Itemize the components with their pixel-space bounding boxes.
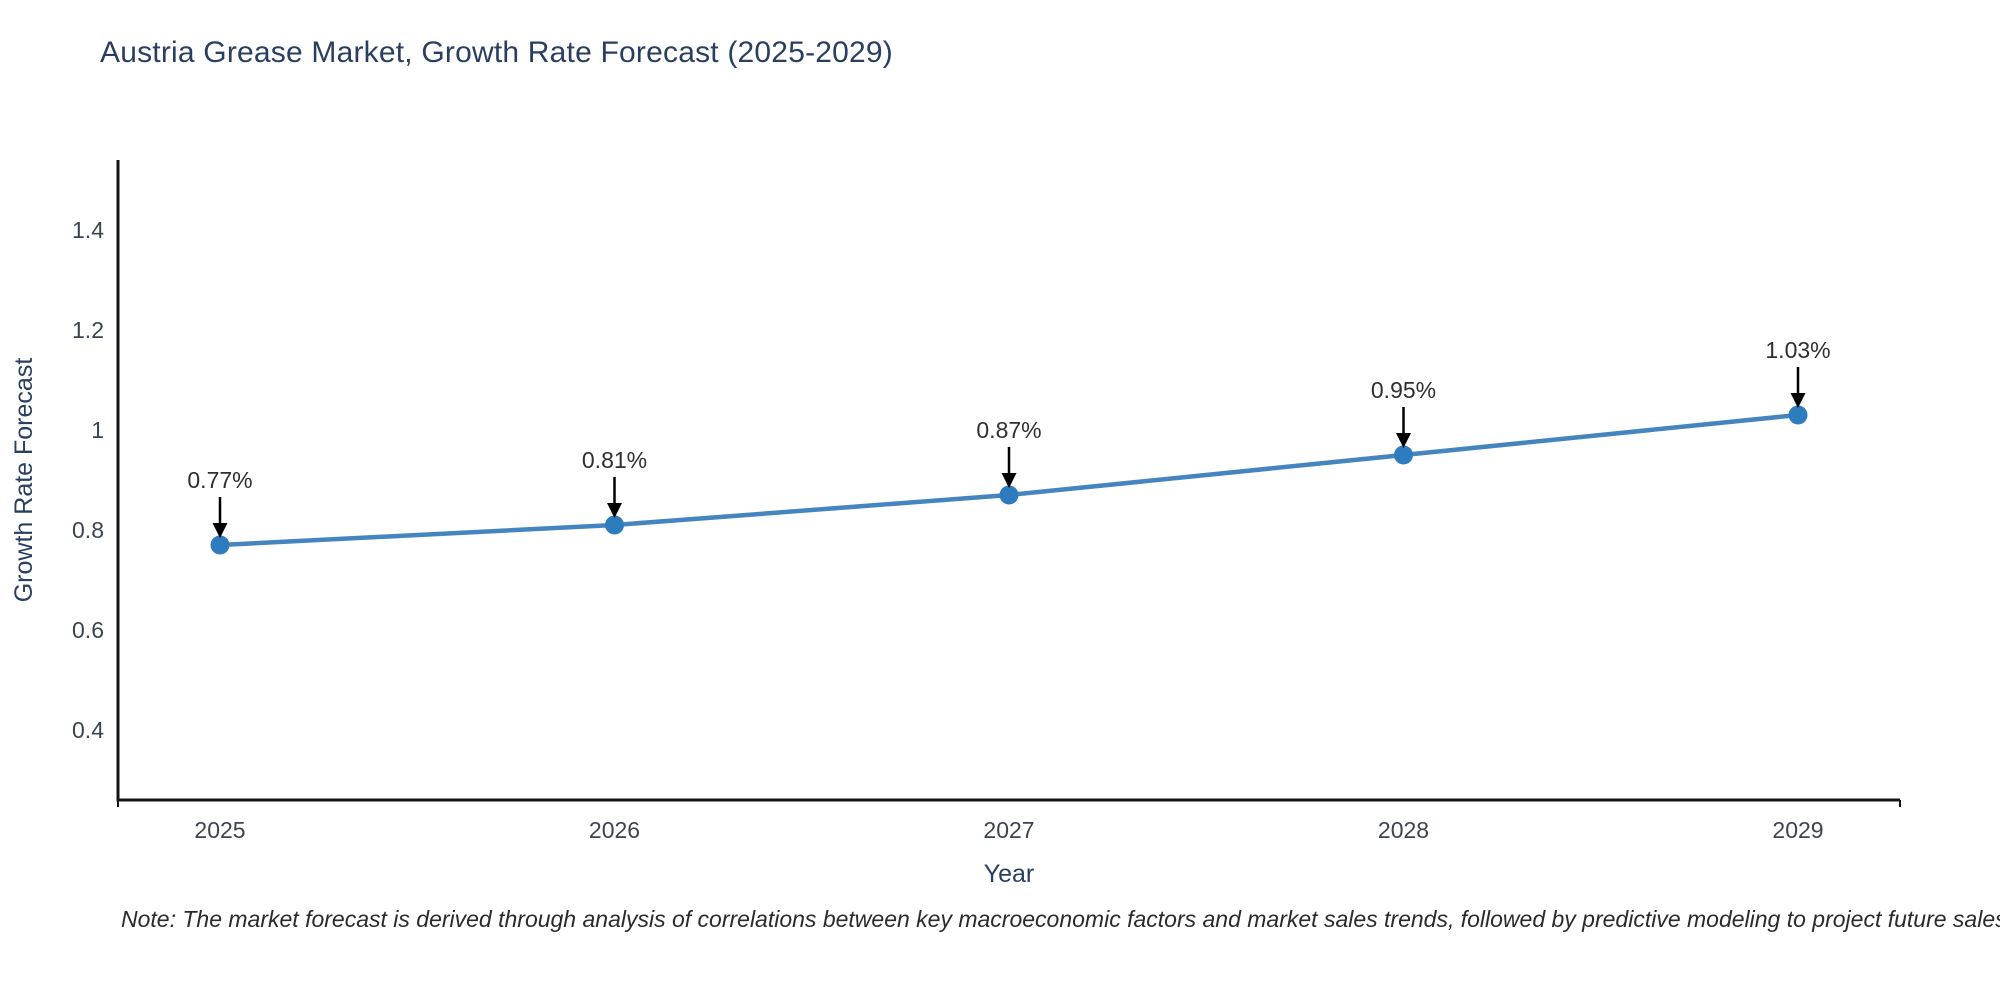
x-tick-label: 2025 <box>194 817 245 843</box>
point-annotation-label: 0.95% <box>1371 377 1436 403</box>
point-annotation-label: 0.77% <box>187 467 252 493</box>
y-tick-label: 1.4 <box>72 217 104 243</box>
x-axis-end-ticks <box>117 800 1901 807</box>
data-point <box>1788 405 1808 425</box>
annotation-arrowhead <box>607 503 622 518</box>
data-point <box>1394 445 1413 465</box>
y-tick-label: 0.6 <box>72 617 104 643</box>
y-tick-label: 1 <box>91 417 104 443</box>
annotation-arrowhead <box>1001 473 1017 488</box>
point-annotation-label: 0.87% <box>976 417 1041 443</box>
x-tick-label: 2027 <box>983 817 1034 843</box>
annotation-arrowhead <box>1790 393 1806 408</box>
y-tick-label: 0.8 <box>72 517 104 543</box>
x-tick-label: 2029 <box>1772 817 1823 843</box>
data-point <box>210 535 230 555</box>
x-axis-title: Year <box>984 860 1035 888</box>
y-tick-label: 1.2 <box>72 317 104 343</box>
y-axis-title: Growth Rate Forecast <box>10 358 38 603</box>
x-tick-label: 2026 <box>589 817 640 843</box>
point-annotation-label: 0.81% <box>582 447 647 473</box>
footnote: Note: The market forecast is derived thr… <box>121 906 2000 932</box>
annotation-arrowhead <box>1396 433 1411 448</box>
y-tick-label: 0.4 <box>72 717 104 743</box>
data-point <box>605 515 624 535</box>
data-point <box>999 485 1019 505</box>
x-tick-label: 2028 <box>1378 817 1429 843</box>
point-annotation-label: 1.03% <box>1765 337 1830 363</box>
chart-title: Austria Grease Market, Growth Rate Forec… <box>100 36 893 69</box>
annotation-arrowhead <box>212 523 228 538</box>
